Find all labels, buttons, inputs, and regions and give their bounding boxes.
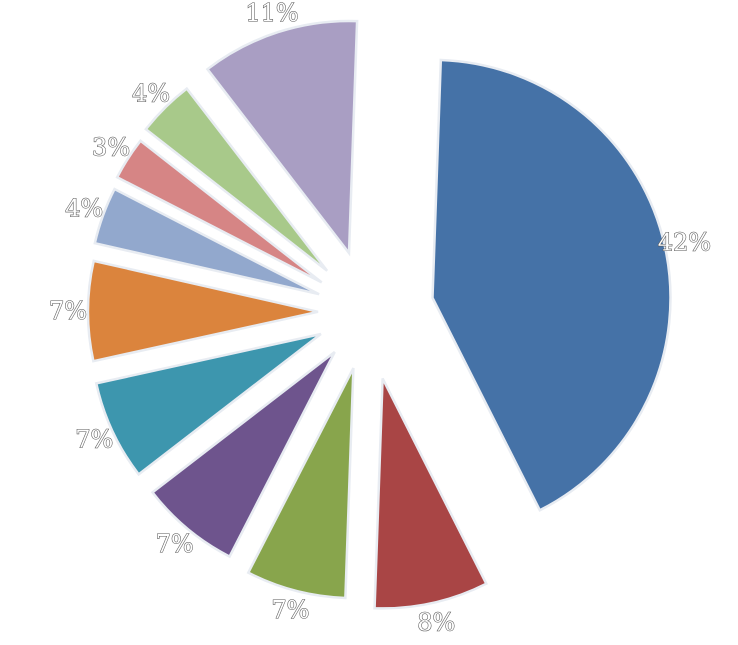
pie-slices (86, 19, 672, 610)
pie-slice (115, 139, 323, 284)
pie-slice (373, 377, 488, 610)
pie-slice (86, 259, 319, 363)
slice-label: 4% (132, 80, 170, 108)
pie-slice (93, 187, 320, 296)
pie-slice (150, 351, 336, 559)
slice-label: 4% (65, 195, 103, 223)
pie-labels: 42%8%7%7%7%7%4%3%4%11% (48, 0, 711, 637)
slice-label: 11% (245, 0, 298, 27)
pie-slice (144, 86, 329, 272)
slice-label: 7% (156, 530, 194, 558)
pie-slice (94, 332, 322, 477)
slice-label: 8% (417, 609, 455, 637)
pie-slice (431, 58, 672, 512)
slice-label: 7% (75, 426, 113, 454)
slice-label: 42% (658, 228, 711, 256)
slice-label: 3% (92, 134, 130, 162)
slice-label: 7% (49, 297, 87, 325)
slice-label: 7% (271, 596, 309, 624)
pie-slice (205, 19, 359, 257)
pie-slice (246, 367, 355, 600)
